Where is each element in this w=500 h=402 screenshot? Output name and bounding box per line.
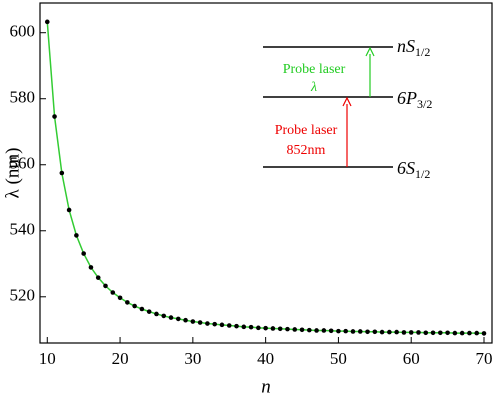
data-point [365,329,370,335]
data-point [256,325,261,331]
data-point [52,114,57,119]
data-point [168,315,174,320]
data-point [328,328,334,334]
data-point [277,326,283,332]
data-point [481,331,487,336]
laser-label: Probe laser [283,62,346,77]
level-label: 6P3/2 [397,88,432,111]
data-point [234,323,239,329]
laser-wavelength: λ [310,80,317,95]
x-tick-label: 40 [257,349,274,368]
data-point [241,324,247,330]
y-tick-label: 600 [10,22,36,41]
data-point [146,309,152,314]
data-point [212,321,217,327]
data-point [343,328,349,334]
data-point [125,300,130,305]
y-tick-label: 560 [10,154,36,173]
laser-label: Probe laser [275,123,338,138]
data-point [263,325,268,331]
data-point [416,330,421,335]
data-point [314,328,319,333]
data-point [117,295,123,301]
laser-wavelength: 852nm [287,143,326,158]
data-point [350,329,356,334]
data-point [139,306,145,312]
data-point [430,330,436,336]
data-point [110,290,116,295]
level-name: nS [397,36,415,56]
data-point [175,316,181,322]
data-point [307,327,312,333]
data-point [408,330,414,335]
data-point [219,322,225,328]
y-tick-label: 540 [10,220,36,239]
data-point [190,319,196,324]
data-point [197,320,203,325]
y-tick-label: 580 [10,88,36,107]
data-point [74,233,79,238]
data-point [423,330,429,336]
data-point [336,328,341,334]
level-label: nS1/2 [397,36,430,59]
data-point [103,283,108,289]
data-point [321,328,327,333]
data-point [452,330,458,336]
data-point [292,327,298,332]
data-point [299,327,305,333]
x-tick-label: 70 [475,349,492,368]
data-point [474,330,480,336]
level-name: 6S [397,158,415,178]
y-axis-label: λ (nm) [2,148,23,199]
data-point [88,265,94,270]
data-point [387,329,392,335]
data-point [59,170,65,176]
data-point [459,330,465,336]
data-point [44,19,50,25]
data-point [154,311,159,317]
data-point [81,251,86,256]
data-point [357,329,363,334]
upper-arrow [365,46,375,97]
data-point [226,323,232,328]
data-point [467,330,472,336]
data-point [285,326,290,332]
data-point [205,321,210,326]
data-point [379,329,385,335]
data-point [66,207,72,213]
data-point [270,326,276,331]
data-point [161,313,167,319]
arrow-head [342,96,352,107]
lower-arrow [342,96,352,167]
level-name: 6P [397,88,417,108]
data-point [183,317,188,323]
inset: nS1/2 6P3/2 6S1/2 Probe laser λ Probe la… [263,36,432,181]
data-point [248,324,254,330]
x-tick-label: 30 [184,349,201,368]
x-tick-label: 10 [39,349,56,368]
x-tick-label: 60 [403,349,420,368]
data-point [372,329,378,335]
x-tick-label: 20 [112,349,129,368]
data-point [394,329,399,335]
level-sub: 1/2 [415,45,430,59]
x-tick-label: 50 [330,349,347,368]
level-label: 6S1/2 [397,158,430,181]
x-axis-label: n [261,376,271,397]
data-point [438,330,443,336]
data-point [401,330,407,335]
data-point [445,330,450,336]
level-sub: 3/2 [417,97,432,111]
data-point [132,303,137,309]
arrow-head [365,46,375,57]
data-point [95,275,101,280]
y-tick-label: 520 [10,286,36,305]
level-sub: 1/2 [415,167,430,181]
